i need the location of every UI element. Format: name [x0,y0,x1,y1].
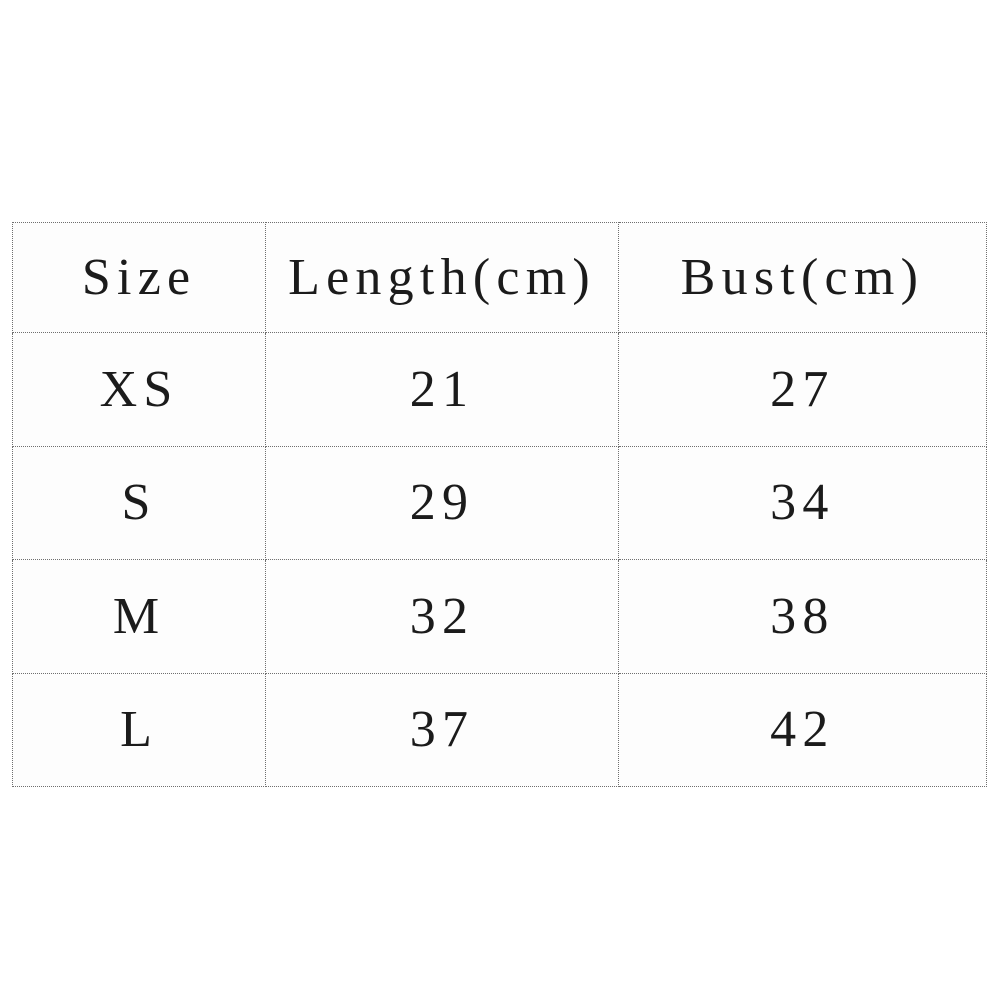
table-row-l: L 37 42 [11,672,988,787]
cell-size: L [11,672,267,787]
column-header-length: Length(cm) [265,222,619,333]
header-row: Size Length(cm) Bust(cm) [11,222,988,333]
column-header-bust: Bust(cm) [617,222,988,333]
cell-length: 32 [265,559,619,674]
cell-bust: 27 [617,332,988,447]
table-row-m: M 32 38 [11,559,988,674]
cell-size: M [11,559,267,674]
table-row-xs: XS 21 27 [11,332,988,447]
column-header-size: Size [11,222,267,333]
cell-size: XS [11,332,267,447]
size-chart-table: Size Length(cm) Bust(cm) XS 21 27 S 29 3… [11,222,988,787]
table-row-s: S 29 34 [11,445,988,560]
cell-length: 29 [265,445,619,560]
cell-bust: 34 [617,445,988,560]
cell-size: S [11,445,267,560]
cell-bust: 42 [617,672,988,787]
cell-length: 21 [265,332,619,447]
cell-bust: 38 [617,559,988,674]
size-chart: Size Length(cm) Bust(cm) XS 21 27 S 29 3… [11,222,988,787]
cell-length: 37 [265,672,619,787]
